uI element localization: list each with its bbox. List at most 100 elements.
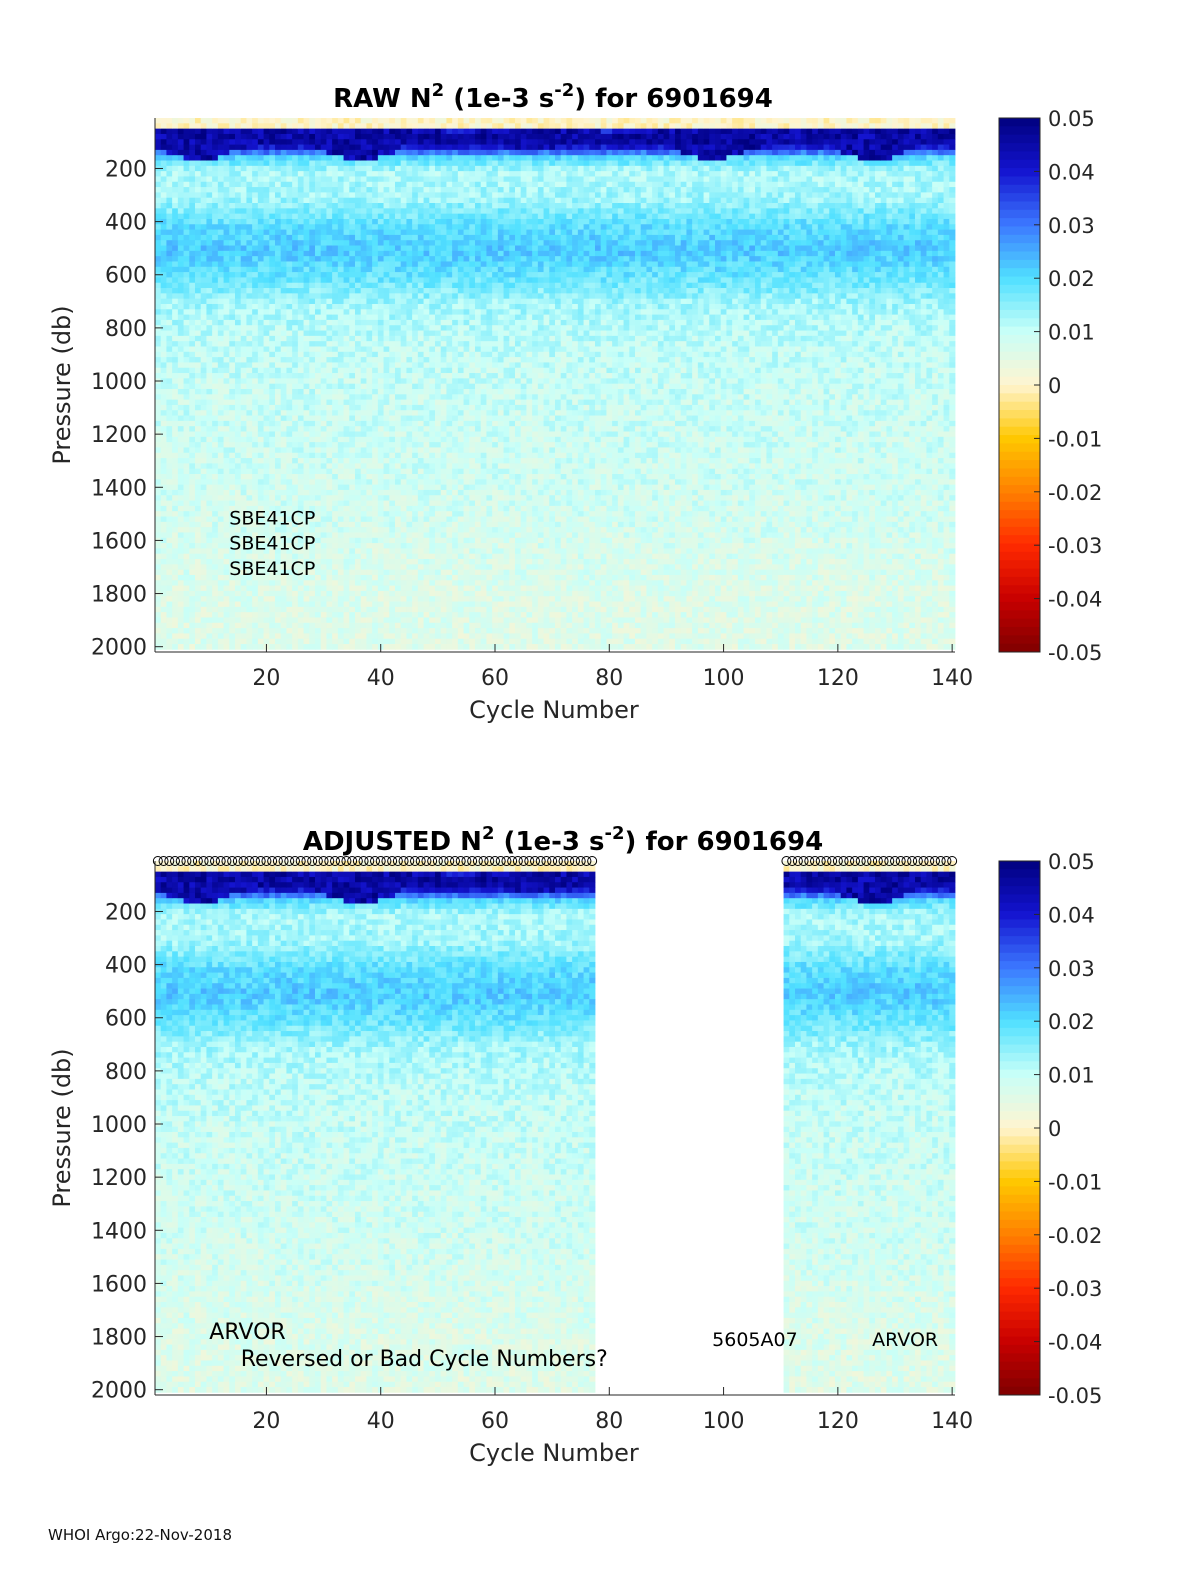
- heatmap-cell: [263, 474, 270, 480]
- heatmap-cell: [297, 303, 304, 310]
- heatmap-cell: [223, 346, 230, 353]
- heatmap-cell: [423, 505, 430, 512]
- heatmap-cell: [343, 532, 350, 539]
- heatmap-cell: [177, 543, 184, 549]
- heatmap-cell: [429, 288, 436, 294]
- heatmap-cell: [395, 442, 402, 448]
- heatmap-cell: [297, 468, 304, 475]
- heatmap-cell: [417, 277, 424, 284]
- heatmap-cell: [366, 596, 373, 602]
- heatmap-cell: [166, 160, 173, 167]
- heatmap-cell: [435, 293, 442, 300]
- heatmap-cell: [195, 511, 202, 517]
- heatmap-cell: [200, 378, 207, 385]
- heatmap-cell: [377, 394, 384, 401]
- heatmap-cell: [349, 208, 356, 215]
- heatmap-cell: [183, 303, 190, 310]
- heatmap-cell: [349, 436, 356, 443]
- heatmap-cell: [235, 447, 242, 454]
- heatmap-cell: [223, 532, 230, 539]
- heatmap-cell: [343, 521, 350, 528]
- heatmap-cell: [257, 181, 264, 188]
- heatmap-cell: [315, 303, 322, 310]
- heatmap-cell: [263, 383, 270, 390]
- heatmap-cell: [429, 638, 436, 645]
- heatmap-cell: [423, 543, 430, 549]
- heatmap-cell: [383, 373, 390, 379]
- heatmap-cell: [383, 303, 390, 310]
- heatmap-cell: [292, 495, 299, 501]
- heatmap-cell: [189, 351, 196, 358]
- heatmap-cell: [223, 569, 230, 576]
- heatmap-cell: [292, 330, 299, 337]
- heatmap-cell: [212, 346, 219, 353]
- heatmap-cell: [377, 261, 384, 268]
- heatmap-cell: [297, 420, 304, 427]
- heatmap-cell: [206, 436, 213, 443]
- heatmap-cell: [309, 266, 316, 273]
- heatmap-cell: [406, 479, 413, 486]
- heatmap-cell: [429, 564, 436, 571]
- heatmap-cell: [235, 426, 242, 432]
- heatmap-cell: [343, 357, 350, 363]
- heatmap-cell: [389, 484, 396, 491]
- heatmap-cell: [155, 351, 162, 358]
- heatmap-cell: [412, 606, 419, 613]
- heatmap-cell: [326, 367, 333, 374]
- heatmap-cell: [223, 426, 230, 432]
- heatmap-cell: [400, 484, 407, 491]
- heatmap-cell: [223, 266, 230, 273]
- heatmap-cell: [275, 511, 282, 517]
- heatmap-cell: [337, 410, 344, 416]
- heatmap-cell: [172, 388, 179, 395]
- heatmap-cell: [309, 234, 316, 241]
- heatmap-cell: [343, 420, 350, 427]
- heatmap-cell: [332, 622, 339, 629]
- heatmap-cell: [309, 585, 316, 592]
- heatmap-cell: [177, 298, 184, 305]
- heatmap-cell: [377, 367, 384, 374]
- heatmap-cell: [195, 256, 202, 262]
- heatmap-cell: [383, 171, 390, 177]
- heatmap-cell: [172, 303, 179, 310]
- heatmap-cell: [320, 171, 327, 177]
- heatmap-cell: [320, 203, 327, 209]
- heatmap-cell: [155, 617, 162, 624]
- heatmap-cell: [417, 617, 424, 624]
- heatmap-cell: [235, 553, 242, 560]
- heatmap-cell: [263, 325, 270, 331]
- heatmap-cell: [297, 628, 304, 634]
- heatmap-cell: [212, 378, 219, 385]
- heatmap-cell: [286, 431, 293, 438]
- heatmap-cell: [189, 229, 196, 236]
- heatmap-cell: [160, 463, 167, 470]
- heatmap-cell: [172, 601, 179, 608]
- heatmap-cell: [269, 574, 276, 581]
- heatmap-cell: [206, 617, 213, 624]
- heatmap-cell: [280, 203, 287, 209]
- heatmap-cell: [200, 468, 207, 475]
- heatmap-cell: [297, 218, 304, 225]
- heatmap-cell: [326, 245, 333, 252]
- heatmap-cell: [246, 564, 253, 571]
- heatmap-cell: [315, 399, 322, 406]
- heatmap-cell: [223, 617, 230, 624]
- heatmap-cell: [389, 532, 396, 539]
- heatmap-cell: [377, 638, 384, 645]
- heatmap-cell: [172, 484, 179, 491]
- heatmap-cell: [246, 537, 253, 544]
- heatmap-cell: [303, 373, 310, 379]
- heatmap-cell: [412, 357, 419, 363]
- heatmap-cell: [337, 309, 344, 315]
- heatmap-cell: [337, 612, 344, 618]
- heatmap-cell: [263, 149, 270, 156]
- heatmap-cell: [383, 245, 390, 252]
- heatmap-cell: [337, 176, 344, 183]
- heatmap-cell: [275, 155, 282, 161]
- heatmap-cell: [417, 431, 424, 438]
- heatmap-cell: [200, 458, 207, 464]
- heatmap-cell: [252, 160, 259, 167]
- heatmap-cell: [155, 452, 162, 459]
- heatmap-cell: [435, 543, 442, 549]
- heatmap-cell: [332, 548, 339, 555]
